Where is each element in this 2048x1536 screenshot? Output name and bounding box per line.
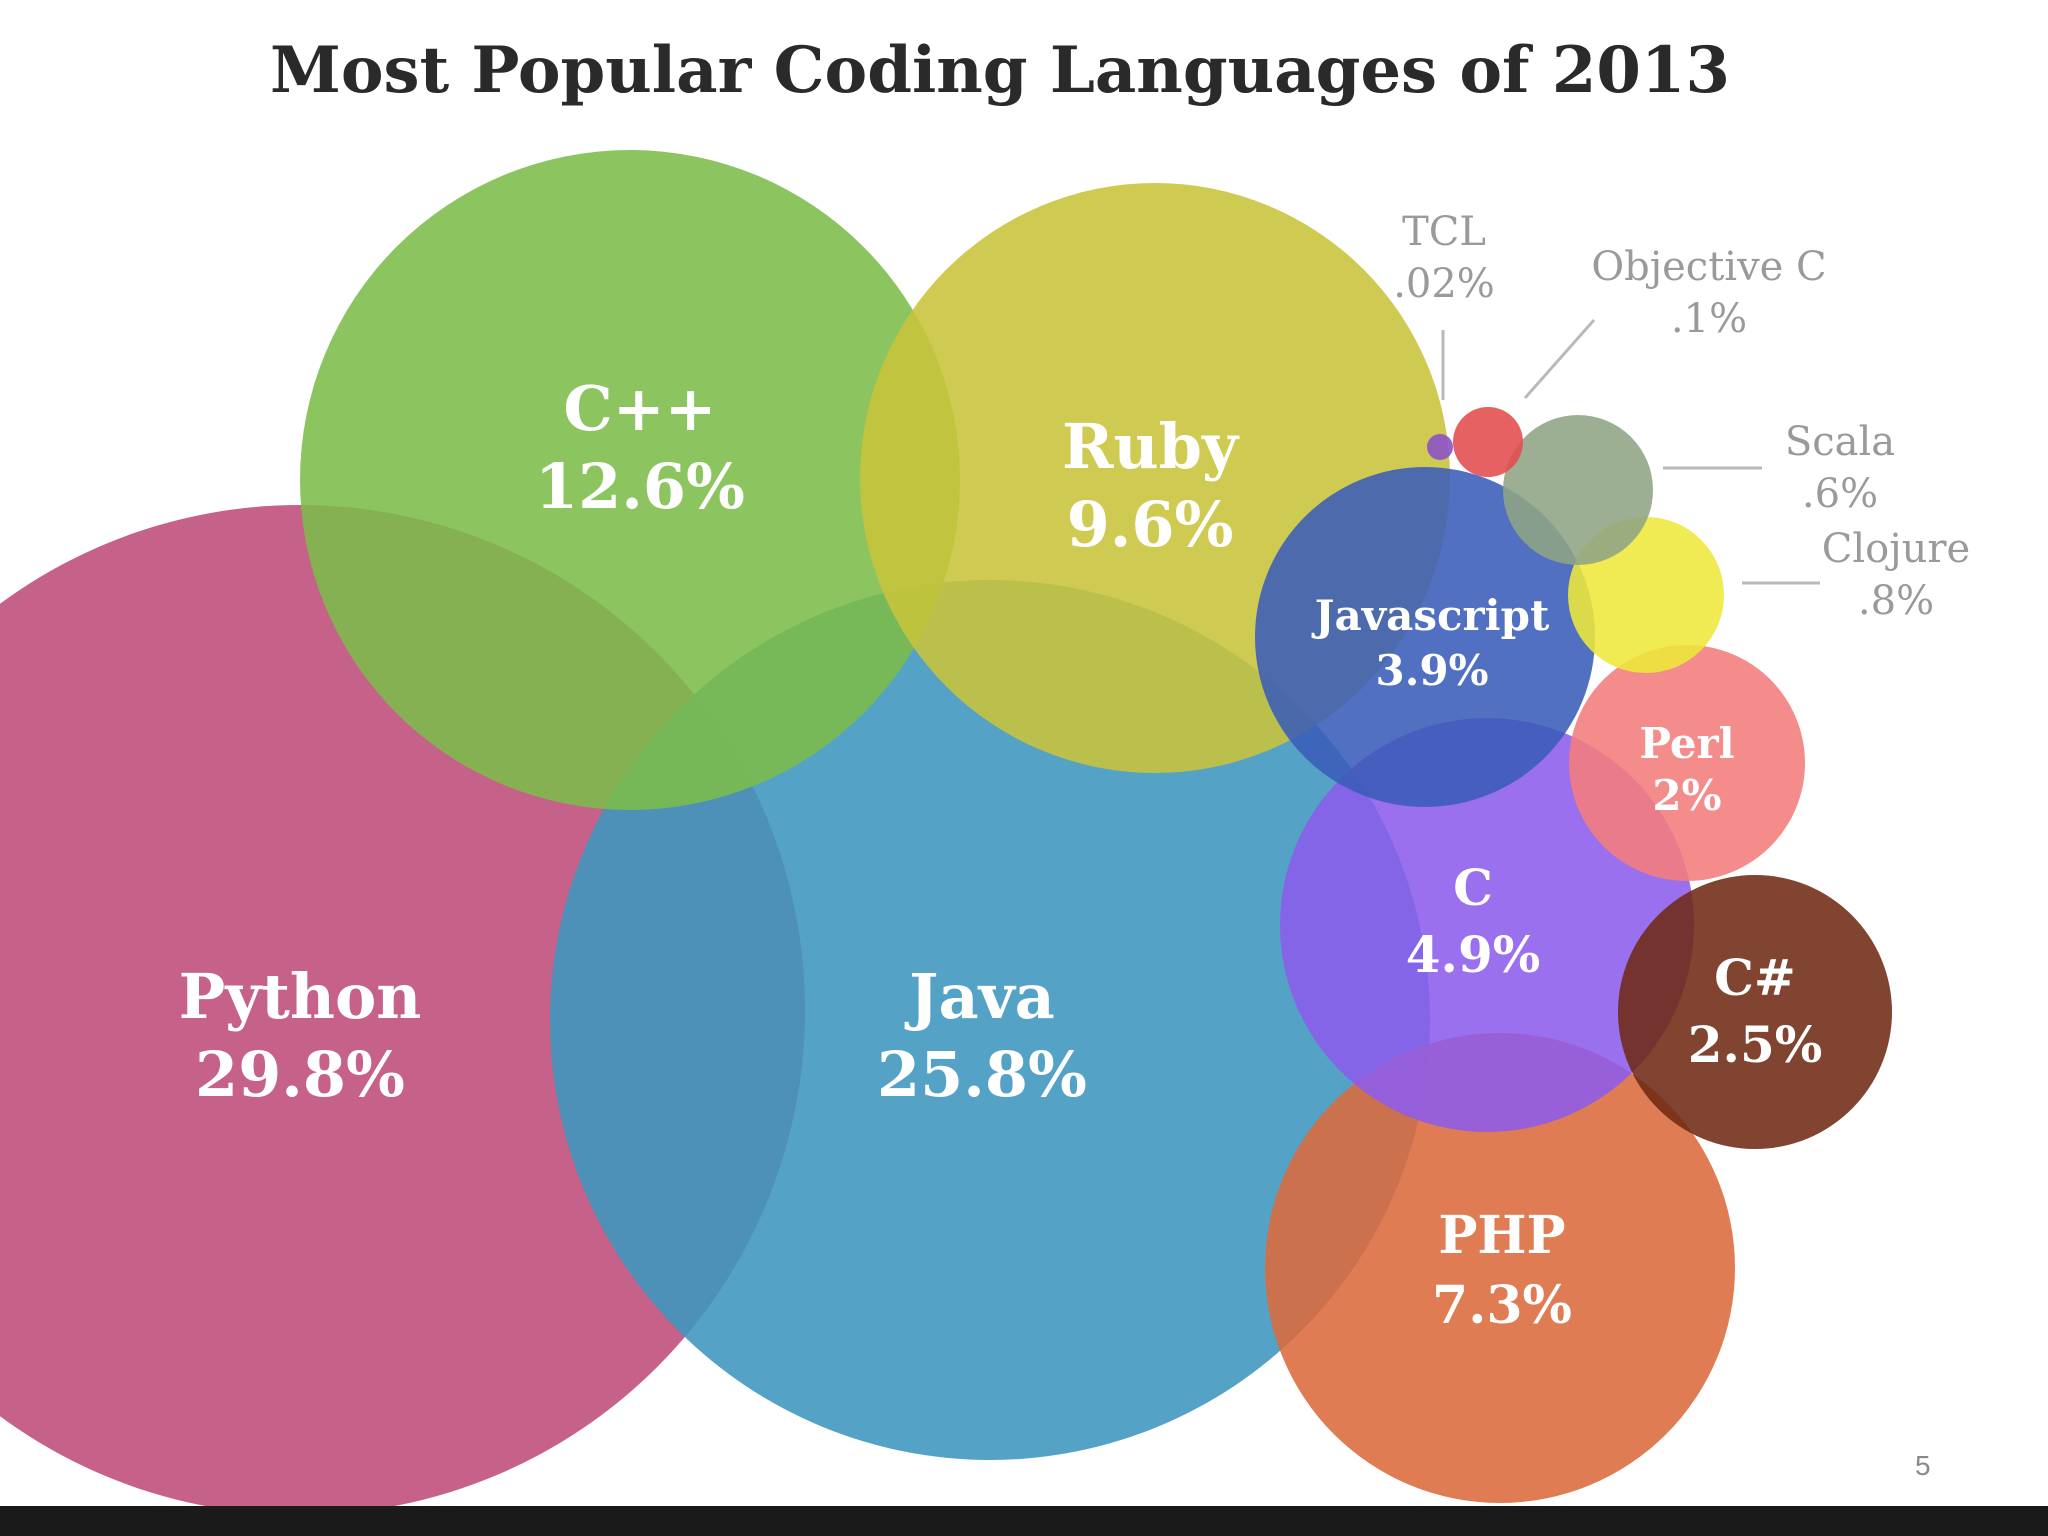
bubble-value-perl: 2% (1652, 771, 1721, 820)
callout-label-scala: Scala (1785, 419, 1895, 465)
bubble-value-csharp: 2.5% (1688, 1015, 1823, 1074)
bubble-value-python: 29.8% (195, 1038, 405, 1111)
bubble-label-c: C (1453, 858, 1493, 917)
callout-value-clojure: .8% (1858, 578, 1934, 624)
bubble-label-ruby: Ruby (1062, 410, 1240, 483)
bubble-tcl (1427, 434, 1453, 460)
bubble-label-php: PHP (1438, 1205, 1565, 1266)
callout-label-clojure: Clojure (1822, 526, 1970, 572)
bottom-bar (0, 1506, 2048, 1536)
bubble-php (1265, 1033, 1735, 1503)
page-number: 5 (1915, 1450, 1931, 1481)
callout-value-objective-c: .1% (1671, 296, 1747, 342)
bubble-label-python: Python (179, 960, 422, 1033)
bubble-java (550, 580, 1430, 1460)
bubble-scala (1503, 415, 1653, 565)
callout-label-tcl: TCL (1402, 209, 1486, 255)
bubble-value-cplusplus: 12.6% (535, 450, 745, 523)
bubble-javascript (1255, 467, 1595, 807)
bubble-label-perl: Perl (1639, 719, 1734, 768)
bubble-label-javascript: Javascript (1311, 591, 1550, 640)
bubble-value-ruby: 9.6% (1067, 488, 1234, 561)
bubble-label-cplusplus: C++ (563, 372, 716, 445)
bubble-csharp (1618, 875, 1892, 1149)
bubble-value-php: 7.3% (1432, 1275, 1572, 1336)
bubble-objective-c (1453, 407, 1523, 477)
leader-line-objective-c (1523, 319, 1596, 399)
callout-value-tcl: .02% (1393, 261, 1495, 307)
bubble-cplusplus (300, 150, 960, 810)
bubble-value-c: 4.9% (1406, 925, 1541, 984)
bubble-value-javascript: 3.9% (1376, 646, 1489, 695)
callout-value-scala: .6% (1802, 471, 1878, 517)
bubble-perl (1569, 645, 1805, 881)
bubble-value-java: 25.8% (877, 1038, 1087, 1111)
bubbles-layer (0, 150, 1892, 1515)
chart-title: Most Popular Coding Languages of 2013 (270, 33, 1730, 108)
bubble-label-java: Java (904, 960, 1055, 1033)
bubble-label-csharp: C# (1714, 948, 1796, 1007)
callout-label-objective-c: Objective C (1591, 244, 1826, 290)
